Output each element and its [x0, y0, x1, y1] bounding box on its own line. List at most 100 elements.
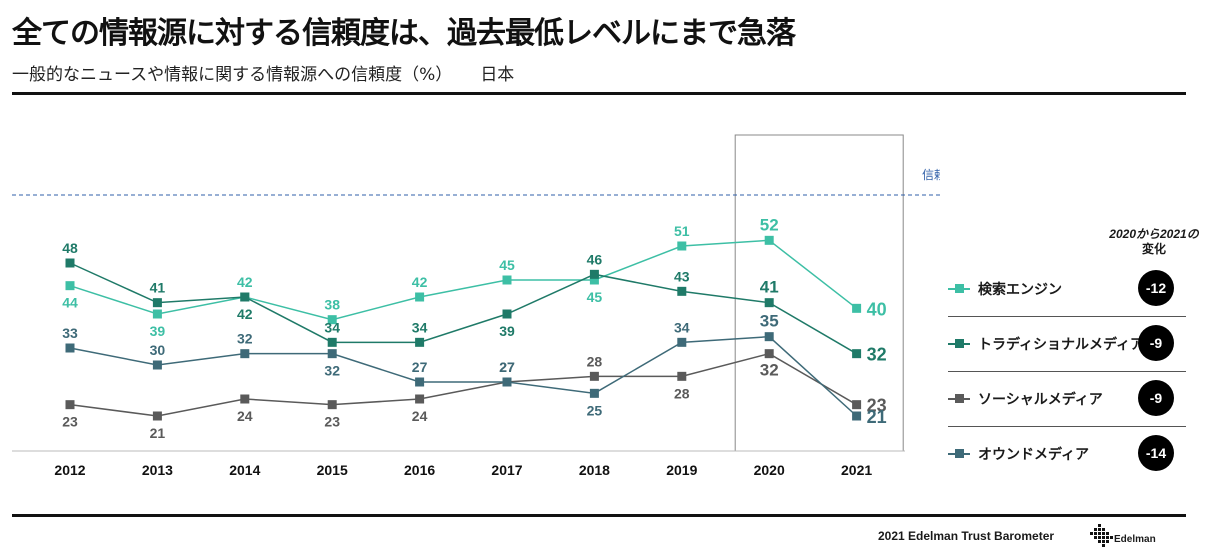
logo-text: Edelman — [1114, 534, 1156, 545]
x-tick-label: 2019 — [666, 462, 697, 478]
change-header-line2: 変化 — [1141, 242, 1166, 256]
data-point — [764, 298, 774, 308]
legend-label: オウンドメディア — [978, 447, 1090, 463]
data-label: 25 — [587, 402, 603, 418]
legend-marker — [948, 339, 970, 348]
legend-row: 検索エンジン -12 — [948, 262, 1186, 317]
data-label: 23 — [62, 414, 78, 430]
legend-label: ソーシャルメディア — [978, 392, 1103, 408]
series-line — [69, 335, 858, 417]
x-tick-label: 2014 — [229, 462, 260, 478]
data-label: 41 — [760, 278, 779, 297]
legend-marker — [948, 449, 970, 458]
data-point — [415, 394, 425, 404]
data-point — [65, 400, 75, 410]
subtitle-text: 一般的なニュースや情報に関する情報源への信頼度（%） — [12, 65, 453, 85]
data-point — [327, 315, 337, 325]
data-label: 32 — [867, 345, 887, 365]
data-label: 41 — [150, 280, 166, 296]
data-label: 43 — [674, 268, 690, 284]
legend-marker — [948, 394, 970, 403]
top-divider — [12, 92, 1186, 95]
data-label: 27 — [499, 359, 515, 375]
data-label: 45 — [499, 257, 515, 273]
legend-row: オウンドメディア -14 — [948, 427, 1186, 481]
data-point — [764, 332, 774, 342]
data-point — [65, 258, 75, 268]
data-point — [852, 303, 862, 313]
data-point — [327, 349, 337, 359]
data-point — [152, 309, 162, 319]
legend-marker — [948, 284, 970, 293]
data-label: 42 — [237, 306, 253, 322]
data-label: 46 — [587, 251, 603, 267]
data-point — [852, 400, 862, 410]
change-badge: -9 — [1138, 325, 1174, 361]
x-tick-label: 2021 — [841, 462, 872, 478]
data-label: 34 — [324, 319, 340, 335]
data-point — [415, 292, 425, 302]
line-chart: 信頼されている (60-100) 2012 2013 2014 2015 2016 2017… — [12, 134, 940, 478]
change-header-line1: 2020から2021の — [1109, 227, 1199, 241]
data-point — [589, 388, 599, 398]
region-label: 日本 — [480, 65, 515, 85]
data-point — [240, 292, 250, 302]
data-label: 21 — [867, 407, 887, 427]
data-point — [677, 241, 687, 251]
data-label: 30 — [150, 342, 166, 358]
data-point — [852, 411, 862, 421]
data-point — [677, 286, 687, 296]
x-tick-label: 2016 — [404, 462, 435, 478]
data-point — [327, 400, 337, 410]
change-header: 2020から2021の 変化 — [1094, 227, 1205, 257]
x-tick-label: 2015 — [317, 462, 348, 478]
data-label: 34 — [412, 319, 428, 335]
data-label: 32 — [760, 361, 779, 380]
data-label: 45 — [587, 289, 603, 305]
data-label: 51 — [674, 223, 690, 239]
data-label: 32 — [237, 331, 253, 347]
data-label: 35 — [760, 312, 779, 331]
legend-row: ソーシャルメディア -9 — [948, 372, 1186, 427]
bottom-divider — [12, 514, 1186, 517]
data-label: 24 — [412, 408, 428, 424]
data-point — [152, 298, 162, 308]
edelman-logo-icon — [1090, 524, 1113, 547]
x-tick-label: 2020 — [754, 462, 785, 478]
data-point — [415, 377, 425, 387]
data-label: 52 — [760, 215, 779, 234]
data-point — [502, 275, 512, 285]
data-label: 39 — [150, 323, 166, 339]
series-line — [69, 352, 857, 417]
data-point — [589, 275, 599, 285]
x-tick-label: 2012 — [54, 462, 85, 478]
data-point — [65, 281, 75, 291]
data-point — [677, 371, 687, 381]
change-badge: -9 — [1138, 380, 1174, 416]
data-point — [677, 337, 687, 347]
data-label: 48 — [62, 240, 78, 256]
footer-source: 2021 Edelman Trust Barometer — [878, 529, 1055, 543]
data-point — [589, 269, 599, 279]
data-label: 23 — [324, 414, 340, 430]
data-label: 44 — [62, 295, 78, 311]
data-label: 42 — [237, 274, 253, 290]
data-label: 38 — [324, 297, 340, 313]
page-subtitle: 一般的なニュースや情報に関する情報源への信頼度（%） 日本 — [12, 60, 514, 85]
data-point — [764, 349, 774, 359]
legend-label: 検索エンジン — [978, 282, 1062, 298]
data-label: 33 — [62, 325, 78, 341]
legend-row: トラディショナルメディア -9 — [948, 317, 1186, 372]
data-point — [327, 337, 337, 347]
page-title: 全ての情報源に対する信頼度は、過去最低レベルにまで急落 — [12, 16, 796, 51]
x-tick-label: 2017 — [491, 462, 522, 478]
reference-label: 信頼されている (60-100) — [922, 168, 940, 182]
data-label: 28 — [674, 385, 690, 401]
data-point — [65, 343, 75, 353]
data-point — [152, 360, 162, 370]
change-badge: -12 — [1138, 270, 1174, 306]
series-line — [69, 262, 857, 355]
data-label: 42 — [412, 274, 428, 290]
data-label: 27 — [499, 359, 515, 375]
x-tick-label: 2018 — [579, 462, 610, 478]
